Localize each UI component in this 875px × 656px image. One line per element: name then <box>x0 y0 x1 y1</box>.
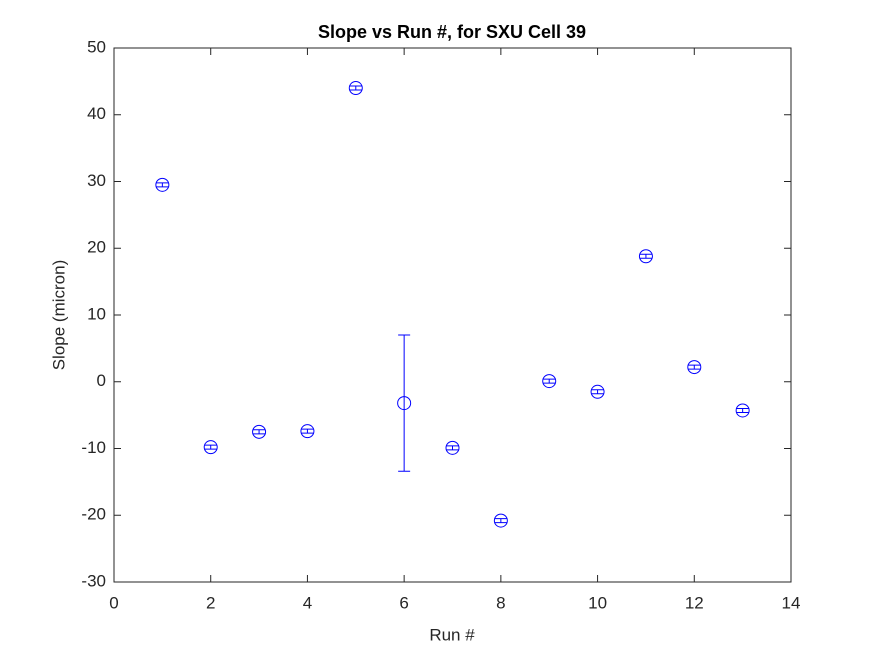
data-point <box>300 424 315 439</box>
y-tick-label: 30 <box>87 171 106 190</box>
y-tick-label: -30 <box>81 571 106 590</box>
y-axis-label: Slope (micron) <box>49 260 68 371</box>
y-tick-label: -10 <box>81 438 106 457</box>
error-bar-line <box>156 182 169 188</box>
error-bar-line <box>253 429 266 435</box>
error-bar-line <box>736 407 749 413</box>
error-bar-line <box>591 389 604 395</box>
x-tick-label: 12 <box>685 593 704 612</box>
y-tick-label: 40 <box>87 104 106 123</box>
plot-area <box>113 47 792 583</box>
error-bar-line <box>639 253 652 259</box>
data-point <box>445 440 460 455</box>
x-tick-label: 4 <box>303 593 312 612</box>
data-point <box>252 424 267 439</box>
error-bar <box>591 389 604 395</box>
chart-title: Slope vs Run #, for SXU Cell 39 <box>318 22 586 42</box>
y-tick-label: 10 <box>87 304 106 323</box>
error-bar <box>204 444 217 450</box>
data-point <box>397 396 412 411</box>
x-tick-label: 2 <box>206 593 215 612</box>
error-bar <box>494 518 507 524</box>
error-bar-line <box>301 428 314 434</box>
error-bar-line <box>494 518 507 524</box>
data-point <box>155 177 170 192</box>
data-point <box>590 384 605 399</box>
x-tick-label: 14 <box>782 593 801 612</box>
x-tick-label: 8 <box>496 593 505 612</box>
data-point <box>542 374 557 389</box>
y-tick-label: 50 <box>87 37 106 56</box>
error-bar <box>301 428 314 434</box>
data-point <box>687 360 702 375</box>
data-point <box>493 513 508 528</box>
error-bar <box>736 407 749 413</box>
error-bar <box>446 445 459 451</box>
data-point <box>348 81 363 96</box>
error-bar <box>253 429 266 435</box>
x-tick-label: 6 <box>399 593 408 612</box>
error-bar <box>349 85 362 91</box>
x-axis-label: Run # <box>429 625 475 644</box>
data-point <box>638 249 653 264</box>
error-bar <box>156 182 169 188</box>
x-tick-label: 10 <box>588 593 607 612</box>
error-bar <box>688 364 701 370</box>
error-bar <box>398 334 411 472</box>
error-bar-line <box>446 445 459 451</box>
error-bar-line <box>204 444 217 450</box>
y-tick-label: 20 <box>87 238 106 257</box>
error-bar-line <box>398 334 411 472</box>
error-bar-line <box>543 378 556 384</box>
x-tick-label: 0 <box>109 593 118 612</box>
error-bar <box>639 253 652 259</box>
error-bar-line <box>688 364 701 370</box>
error-bar-line <box>349 85 362 91</box>
y-tick-label: -20 <box>81 505 106 524</box>
data-point <box>735 403 750 418</box>
data-point <box>203 440 218 455</box>
error-bar <box>543 378 556 384</box>
y-tick-label: 0 <box>97 371 106 390</box>
